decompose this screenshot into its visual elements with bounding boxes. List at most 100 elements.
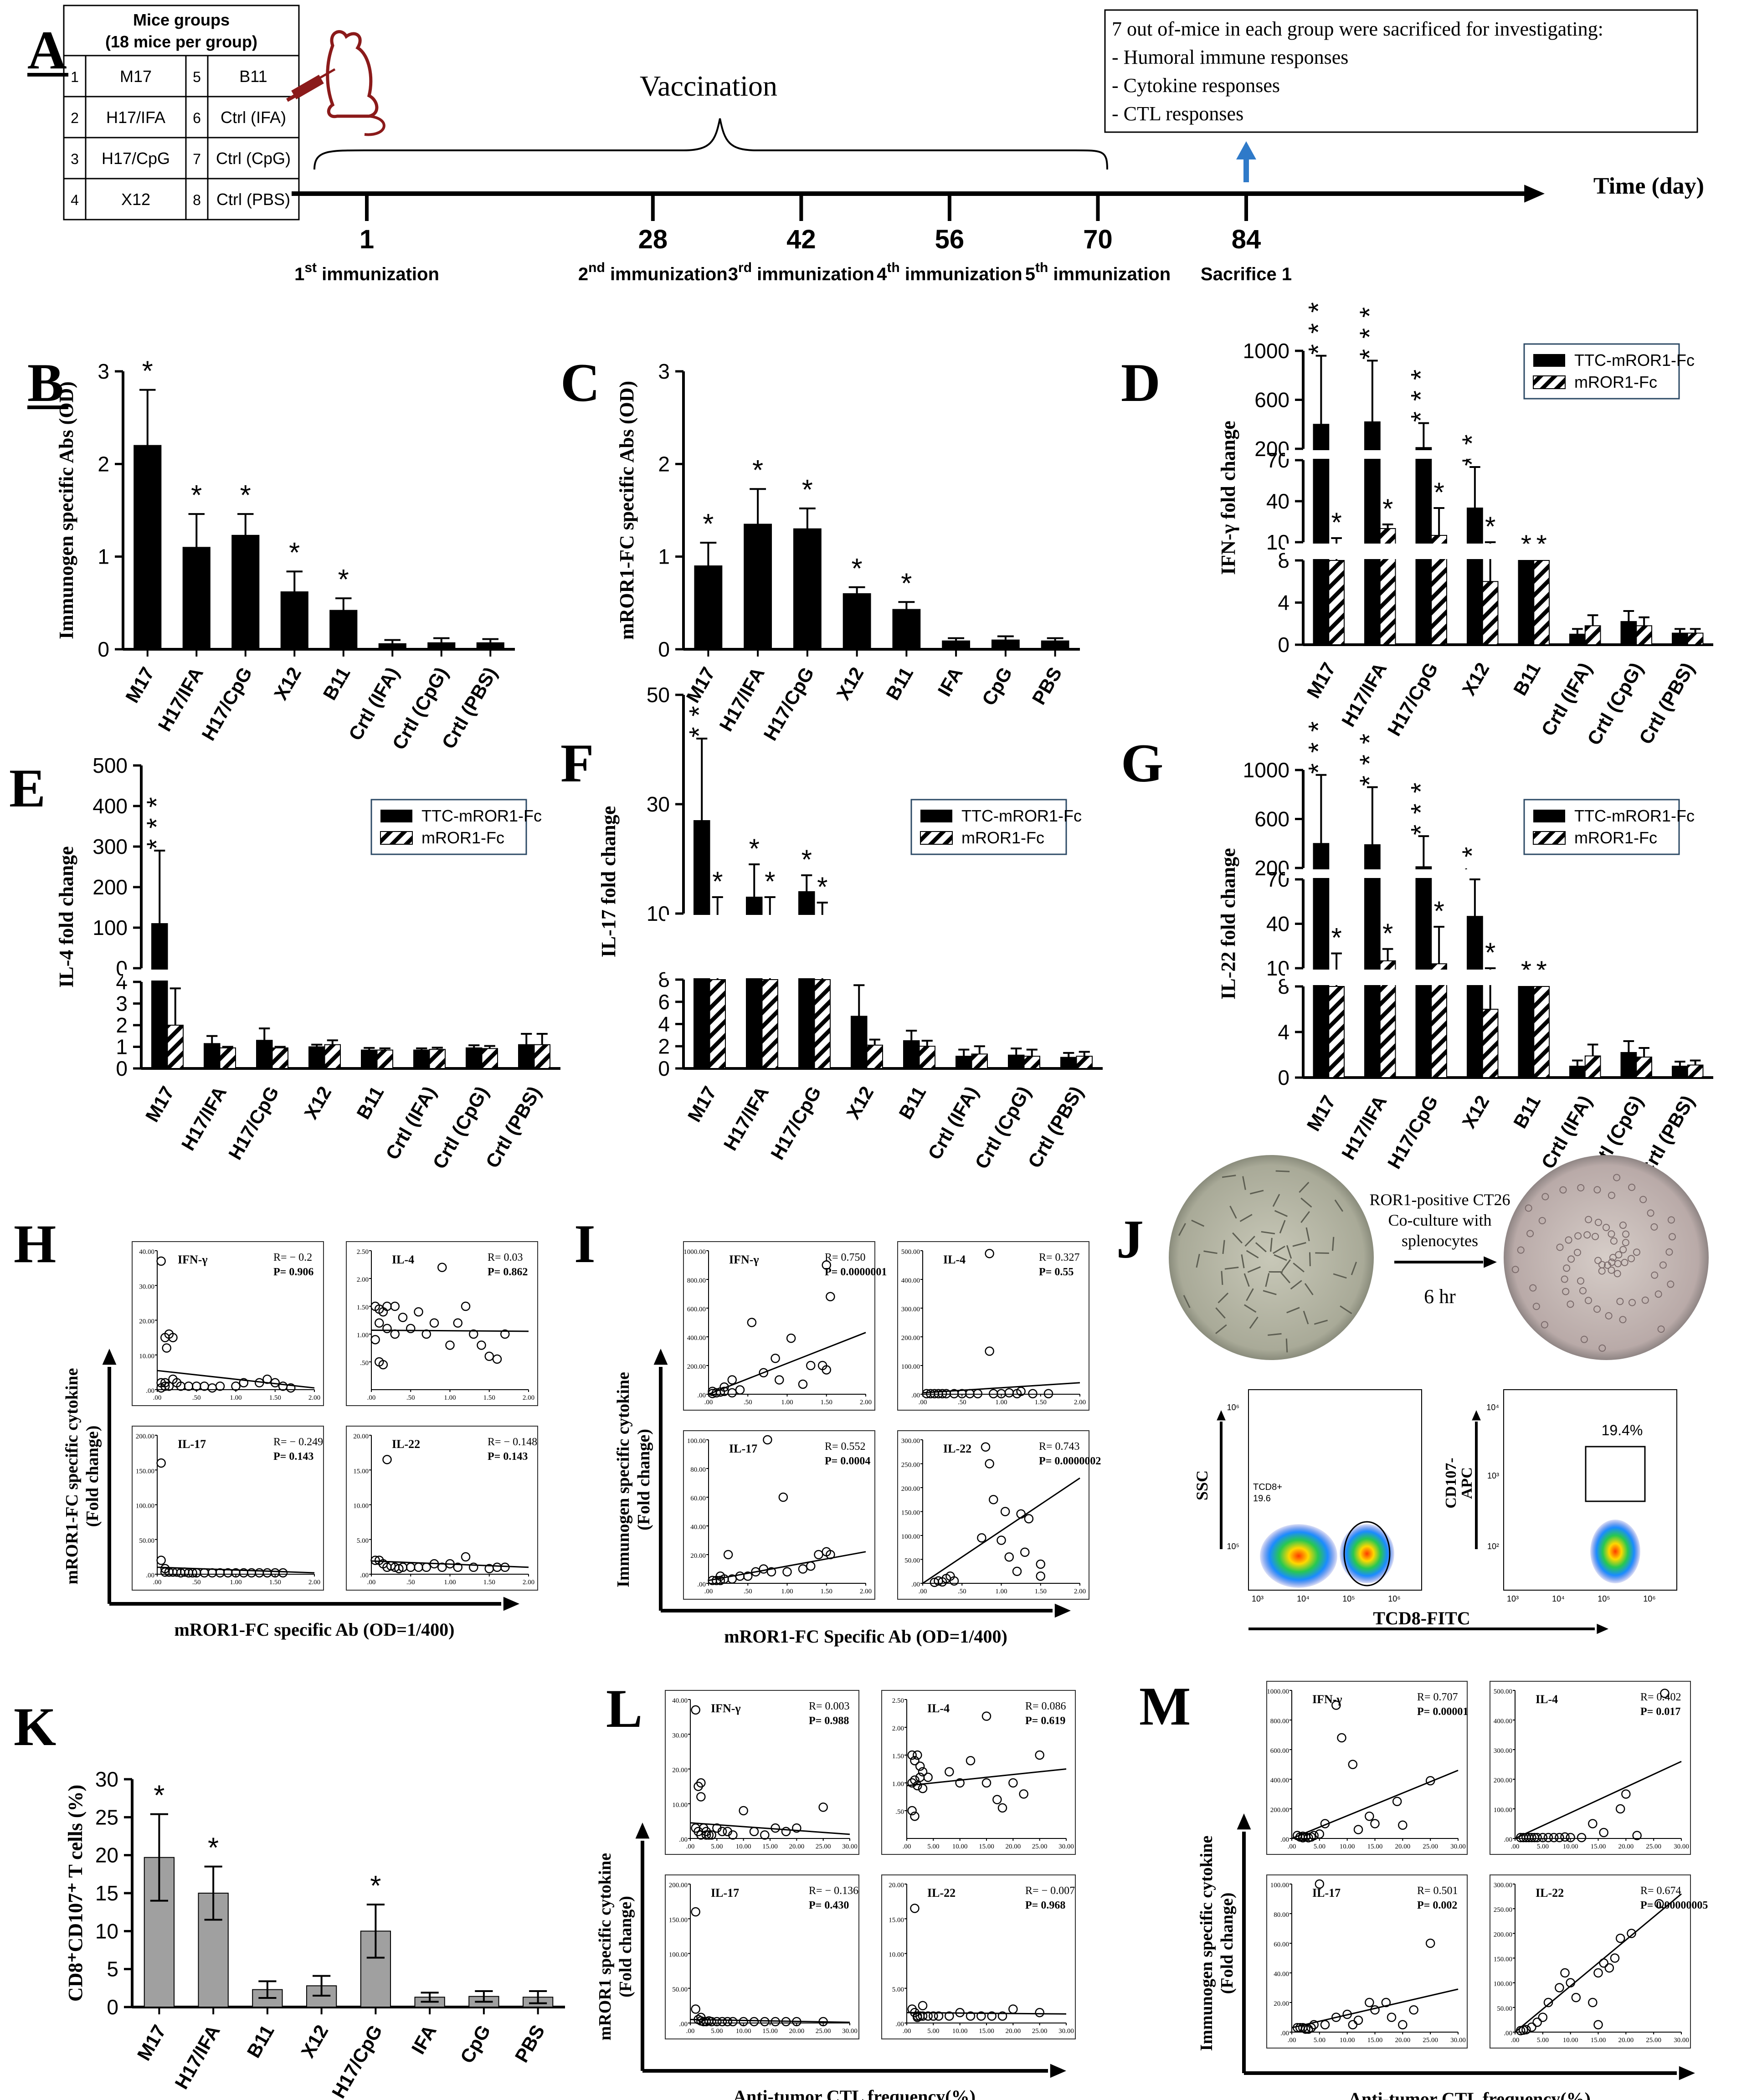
x-tick-label: B11 xyxy=(243,2021,278,2061)
data-point xyxy=(976,2011,986,2021)
panel-j: ROR1-positive CT26 Co-culture with splenoc… xyxy=(1169,1155,1709,1634)
cell-shape xyxy=(1573,1248,1581,1256)
mouse-with-syringe-icon xyxy=(286,30,385,136)
data-point xyxy=(760,1830,770,1840)
scatter-subplot: 100.00 80.00 60.00 40.00 20.00 .00.00 5.00 10.0… xyxy=(1266,1874,1468,2049)
x-tick-label: PBS xyxy=(511,2021,549,2066)
y-tick-label: 400.00 xyxy=(1270,1777,1289,1784)
y-tick-label: 400.00 xyxy=(901,1277,920,1284)
x-tick-label: 10.00 xyxy=(1340,1843,1355,1850)
data-point xyxy=(826,1292,835,1302)
data-point xyxy=(910,1904,920,1913)
y-tick-label: 10⁶ xyxy=(1227,1403,1239,1412)
tcd8-arrow-head xyxy=(1597,1623,1608,1634)
p-value: P= 0.988 xyxy=(809,1715,849,1727)
scatter-subplot: 500.00 400.00 300.00 200.00 100.00 .00.00 .50 1… xyxy=(897,1241,1089,1411)
y-axis-label: Immunogen specific cytokine xyxy=(1197,1836,1216,2051)
data-point xyxy=(1555,1983,1564,1992)
bar xyxy=(1467,916,1483,1078)
bar xyxy=(429,1049,446,1069)
y-tick-label: 200.00 xyxy=(901,1335,920,1342)
data-point xyxy=(160,1381,170,1391)
correlation-r: R= 0.552 xyxy=(825,1441,866,1453)
y-tick-label: 40 xyxy=(1266,912,1289,936)
scatter-subplot: 1000.00 800.00 600.00 400.00 200.00 .00.00 .50… xyxy=(683,1241,887,1411)
bar xyxy=(866,1044,883,1069)
correlation-r: R= 0.402 xyxy=(1640,1691,1681,1703)
significance-star: * xyxy=(338,564,349,596)
y-tick-label: 1.50 xyxy=(357,1304,369,1311)
cell-shape xyxy=(1286,1245,1292,1259)
x-tick-label: M17 xyxy=(1302,659,1340,702)
scatter-subplot: 200.00 150.00 100.00 50.00 .00.00 .50 1.00 1.50… xyxy=(132,1426,324,1591)
x-tick-label: 10³ xyxy=(1507,1594,1519,1603)
table-cell: B11 xyxy=(239,67,267,86)
bar xyxy=(1569,1066,1586,1078)
scatter-subplot: 500.00 400.00 300.00 200.00 100.00 .00.00 5.00… xyxy=(1490,1681,1691,1855)
significance-star: * xyxy=(1382,918,1393,949)
x-tick-label: 1.00 xyxy=(781,1588,793,1595)
y-tick-label: 200.00 xyxy=(669,1882,688,1889)
cell-shape xyxy=(1304,1283,1314,1295)
subplot-frame xyxy=(1266,1874,1468,2049)
bar xyxy=(942,640,971,650)
correlation-r: R= − 0.249 xyxy=(273,1436,323,1448)
x-tick-label: 1.00 xyxy=(444,1579,456,1586)
y-tick-label: 20.00 xyxy=(139,1318,154,1325)
panel-letter-h: H xyxy=(14,1213,56,1274)
y-tick-label: 400.00 xyxy=(687,1335,706,1342)
data-point xyxy=(760,2017,770,2027)
y-tick-label: 10.00 xyxy=(353,1503,369,1510)
significance-star: * xyxy=(1405,824,1436,835)
regression-line xyxy=(1515,1761,1682,1839)
cell-shape xyxy=(1300,1197,1312,1208)
cell-shape xyxy=(1594,1257,1602,1264)
x-tick-label: 2.00 xyxy=(1074,1399,1086,1406)
x-tick-label: 1.50 xyxy=(269,1579,281,1586)
y-axis-label: (Fold change) xyxy=(634,1429,653,1530)
panel-letter-j: J xyxy=(1116,1209,1144,1269)
correlation-r: R= 0.03 xyxy=(488,1252,523,1263)
cell-shape xyxy=(1593,1305,1601,1313)
y-axis-label: (Fold change) xyxy=(1218,1893,1237,1994)
y-tick-label: .00 xyxy=(146,1387,154,1395)
data-point xyxy=(707,1830,716,1840)
y-tick-label: 10.00 xyxy=(672,1802,688,1809)
data-point xyxy=(798,1564,808,1574)
table-cell: Ctrl (IFA) xyxy=(221,108,286,127)
cell-shape xyxy=(1281,1259,1291,1272)
regression-line xyxy=(1291,1988,1459,2028)
subplot-frame xyxy=(897,1241,1089,1411)
significance-star: * xyxy=(1354,775,1385,786)
data-point xyxy=(286,1383,296,1393)
bar xyxy=(151,923,168,1069)
significance-star: * xyxy=(1405,411,1436,422)
data-point xyxy=(1527,1833,1536,1843)
vaccination-label: Vaccination xyxy=(640,70,777,102)
cell-shape xyxy=(1619,1316,1627,1324)
x-tick-label: 10.00 xyxy=(736,1843,751,1850)
x-tick-label: B11 xyxy=(882,663,917,703)
data-point xyxy=(1036,1559,1045,1569)
cell-shape xyxy=(1292,1242,1306,1247)
data-point xyxy=(1315,1829,1325,1839)
x-tick-label: 30.00 xyxy=(1450,1843,1466,1850)
data-point xyxy=(997,2011,1007,2021)
y-tick-label: 100.00 xyxy=(901,1533,920,1540)
data-point xyxy=(453,1562,462,1572)
data-point xyxy=(1632,1831,1642,1840)
regression-line xyxy=(157,1370,315,1389)
data-point xyxy=(822,1365,831,1375)
y-tick-label: 50.00 xyxy=(1497,2005,1512,2013)
data-point xyxy=(1353,2015,1363,2025)
y-tick-label: 300 xyxy=(92,835,128,858)
p-value: P= 0.862 xyxy=(488,1266,528,1278)
significance-star: * xyxy=(289,537,300,569)
bar xyxy=(1533,986,1550,1078)
data-point xyxy=(231,1381,241,1391)
axis-break-gap xyxy=(1285,869,1713,878)
data-point xyxy=(691,1705,700,1715)
cell-shape xyxy=(1279,1220,1286,1234)
